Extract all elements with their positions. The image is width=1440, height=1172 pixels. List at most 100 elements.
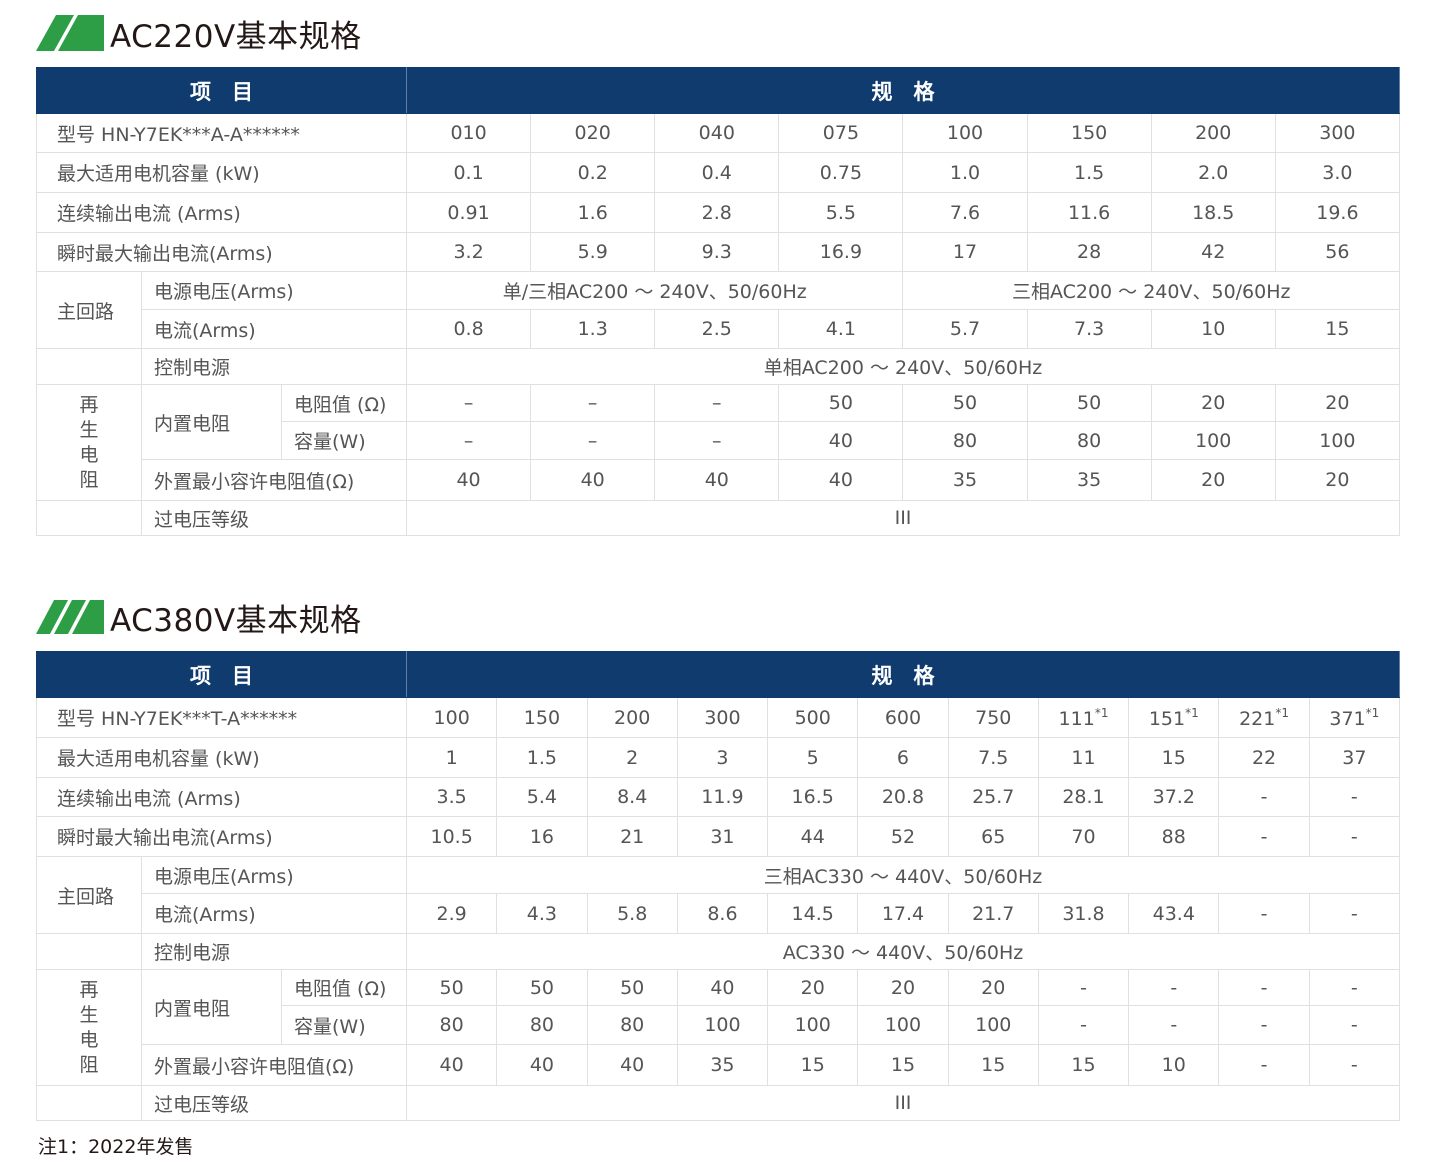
value-cell: 20 xyxy=(1150,384,1276,422)
model-number: 075 xyxy=(822,122,860,144)
value-cell: 25.7 xyxy=(947,777,1039,817)
value-cell: - xyxy=(1308,1044,1401,1086)
value-cell: 1 xyxy=(406,737,498,778)
value-cell: 11 xyxy=(1037,737,1130,778)
value-cell: 28 xyxy=(1026,232,1152,272)
value-cell: – xyxy=(406,384,532,422)
header-row: 项 目规 格 xyxy=(35,67,1400,114)
group-char: 再 xyxy=(79,393,99,416)
value-cell: 40 xyxy=(778,459,904,501)
value-cell: 8.4 xyxy=(586,777,678,817)
value-cell: 7.3 xyxy=(1026,309,1152,349)
model-cell: 020 xyxy=(530,113,656,153)
value-cell: 2.9 xyxy=(406,893,498,934)
row-label: 电流(Arms) xyxy=(140,893,408,934)
builtin-resistor-label: 内置电阻 xyxy=(141,969,282,1045)
model-cell: 150 xyxy=(496,697,588,738)
group-char: 阻 xyxy=(79,1053,99,1076)
value-cell: 80 xyxy=(586,1005,678,1045)
value-cell: 44 xyxy=(767,816,859,857)
value-cell: 22 xyxy=(1218,737,1310,778)
value-cell: 40 xyxy=(496,1044,588,1086)
table-row-cont_current: 连续输出电流 (Arms) 3.5 5.4 8.4 11.9 16.5 20.8 25.7 28… xyxy=(35,777,1401,817)
value-cell: 15 xyxy=(1037,1044,1130,1086)
footnote-marker: *1 xyxy=(1094,705,1109,720)
value-cell: 5 xyxy=(767,737,859,778)
table-row-current: 电流(Arms) 2.9 4.3 5.8 8.6 14.5 17.4 21.7 31.8 43.4… xyxy=(37,893,1401,934)
value-cell: - xyxy=(1218,816,1310,857)
table-row-motor: 最大适用电机容量 (kW) 1 1.5 2 3 5 6 7.5 11 15 22 37 xyxy=(35,737,1401,778)
value-cell: 15 xyxy=(947,1044,1039,1086)
value-cell: 2 xyxy=(586,737,678,778)
row-label: 最大适用电机容量 (kW) xyxy=(35,737,408,778)
empty-cell xyxy=(36,1085,142,1121)
model-number: 111 xyxy=(1058,707,1095,730)
value-cell: 19.6 xyxy=(1274,192,1401,233)
value-cell: – xyxy=(654,384,780,422)
value-cell: 80 xyxy=(406,1005,498,1045)
empty-cell xyxy=(36,933,142,970)
footnote-marker: *1 xyxy=(1365,705,1380,720)
value-cell: – xyxy=(530,421,656,460)
table-row-model: 型号 HN-Y7EK***A-A****** 010 020 040 075 100 150… xyxy=(35,113,1401,153)
value-cell: 100 xyxy=(1150,421,1276,460)
value-cell: - xyxy=(1128,1005,1220,1045)
value-cell: 11.6 xyxy=(1026,192,1152,233)
value-cell: - xyxy=(1308,1005,1401,1045)
value-cell: 100 xyxy=(1274,421,1401,460)
merged-value-cell: 单/三相AC200 ～ 240V、50/60Hz xyxy=(406,271,904,310)
model-number: 500 xyxy=(794,706,831,729)
row-label: 控制电源 xyxy=(140,348,408,385)
value-cell: – xyxy=(654,421,780,460)
value-cell: 20 xyxy=(947,969,1039,1006)
value-cell: - xyxy=(1128,969,1220,1006)
value-cell: 10 xyxy=(1128,1044,1220,1086)
value-cell: - xyxy=(1218,893,1310,934)
value-cell: 15 xyxy=(857,1044,949,1086)
value-cell: 21 xyxy=(586,816,678,857)
value-cell: 35 xyxy=(676,1044,769,1086)
value-cell: 50 xyxy=(406,969,498,1006)
value-cell: 40 xyxy=(406,459,532,501)
group-label-main-circuit: 主回路 xyxy=(36,856,142,934)
value-cell: 9.3 xyxy=(654,232,780,272)
value-cell: 50 xyxy=(902,384,1028,422)
model-number: 221 xyxy=(1239,707,1276,730)
table-row-resistance: 再生电阻内置电阻 电阻值 (Ω) 50 50 50 40 20 20 20- - - - xyxy=(36,969,1401,1086)
value-cell: 35 xyxy=(902,459,1028,501)
model-number: 150 xyxy=(523,706,561,729)
row-label: 过电压等级 xyxy=(140,1085,408,1121)
section-title-text: AC380V基本规格 xyxy=(110,602,362,639)
value-cell: 1.0 xyxy=(902,152,1028,193)
value-cell: 14.5 xyxy=(767,893,859,934)
value-cell: 1.5 xyxy=(496,737,588,778)
value-cell: 5.4 xyxy=(496,777,588,817)
value-cell: - xyxy=(1308,969,1401,1006)
merged-value-cell: 三相AC330 ～ 440V、50/60Hz xyxy=(406,856,1400,894)
value-cell: 20 xyxy=(767,969,859,1006)
value-cell: – xyxy=(406,421,532,460)
builtin-resistor-label: 内置电阻 xyxy=(141,384,282,460)
table-row-cont_current: 连续输出电流 (Arms) 0.91 1.6 2.8 5.5 7.6 11.6 18.5 19.… xyxy=(35,192,1401,233)
table-row-capacity: 容量(W) – – –40 80 80 100 100 xyxy=(37,421,1401,460)
model-cell: 300 xyxy=(676,697,769,738)
row-label: 型号 HN-Y7EK***T-A****** xyxy=(35,697,408,738)
value-cell: 18.5 xyxy=(1150,192,1276,233)
value-cell: 80 xyxy=(496,1005,588,1045)
value-cell: 10.5 xyxy=(406,816,498,857)
value-cell: 20.8 xyxy=(857,777,949,817)
model-number: 040 xyxy=(698,122,735,144)
row-label: 电源电压(Arms) xyxy=(140,271,408,310)
value-cell: 0.2 xyxy=(530,152,656,193)
ac220v-spec-table: 项 目规 格型号 HN-Y7EK***A-A****** 010 020 040 075… xyxy=(35,67,1401,536)
value-cell: 70 xyxy=(1037,816,1130,857)
green-double-stripe-logo-icon xyxy=(36,15,104,51)
ac380v-spec-table: 项 目规 格型号 HN-Y7EK***T-A****** 100 150 200 300… xyxy=(35,651,1401,1121)
value-cell: 0.1 xyxy=(406,152,532,193)
row-label: 瞬时最大输出电流(Arms) xyxy=(35,232,408,272)
value-cell: 50 xyxy=(778,384,904,422)
value-cell: 50 xyxy=(496,969,588,1006)
value-cell: 100 xyxy=(857,1005,949,1045)
value-cell: 16.9 xyxy=(778,232,904,272)
empty-cell xyxy=(36,500,142,536)
